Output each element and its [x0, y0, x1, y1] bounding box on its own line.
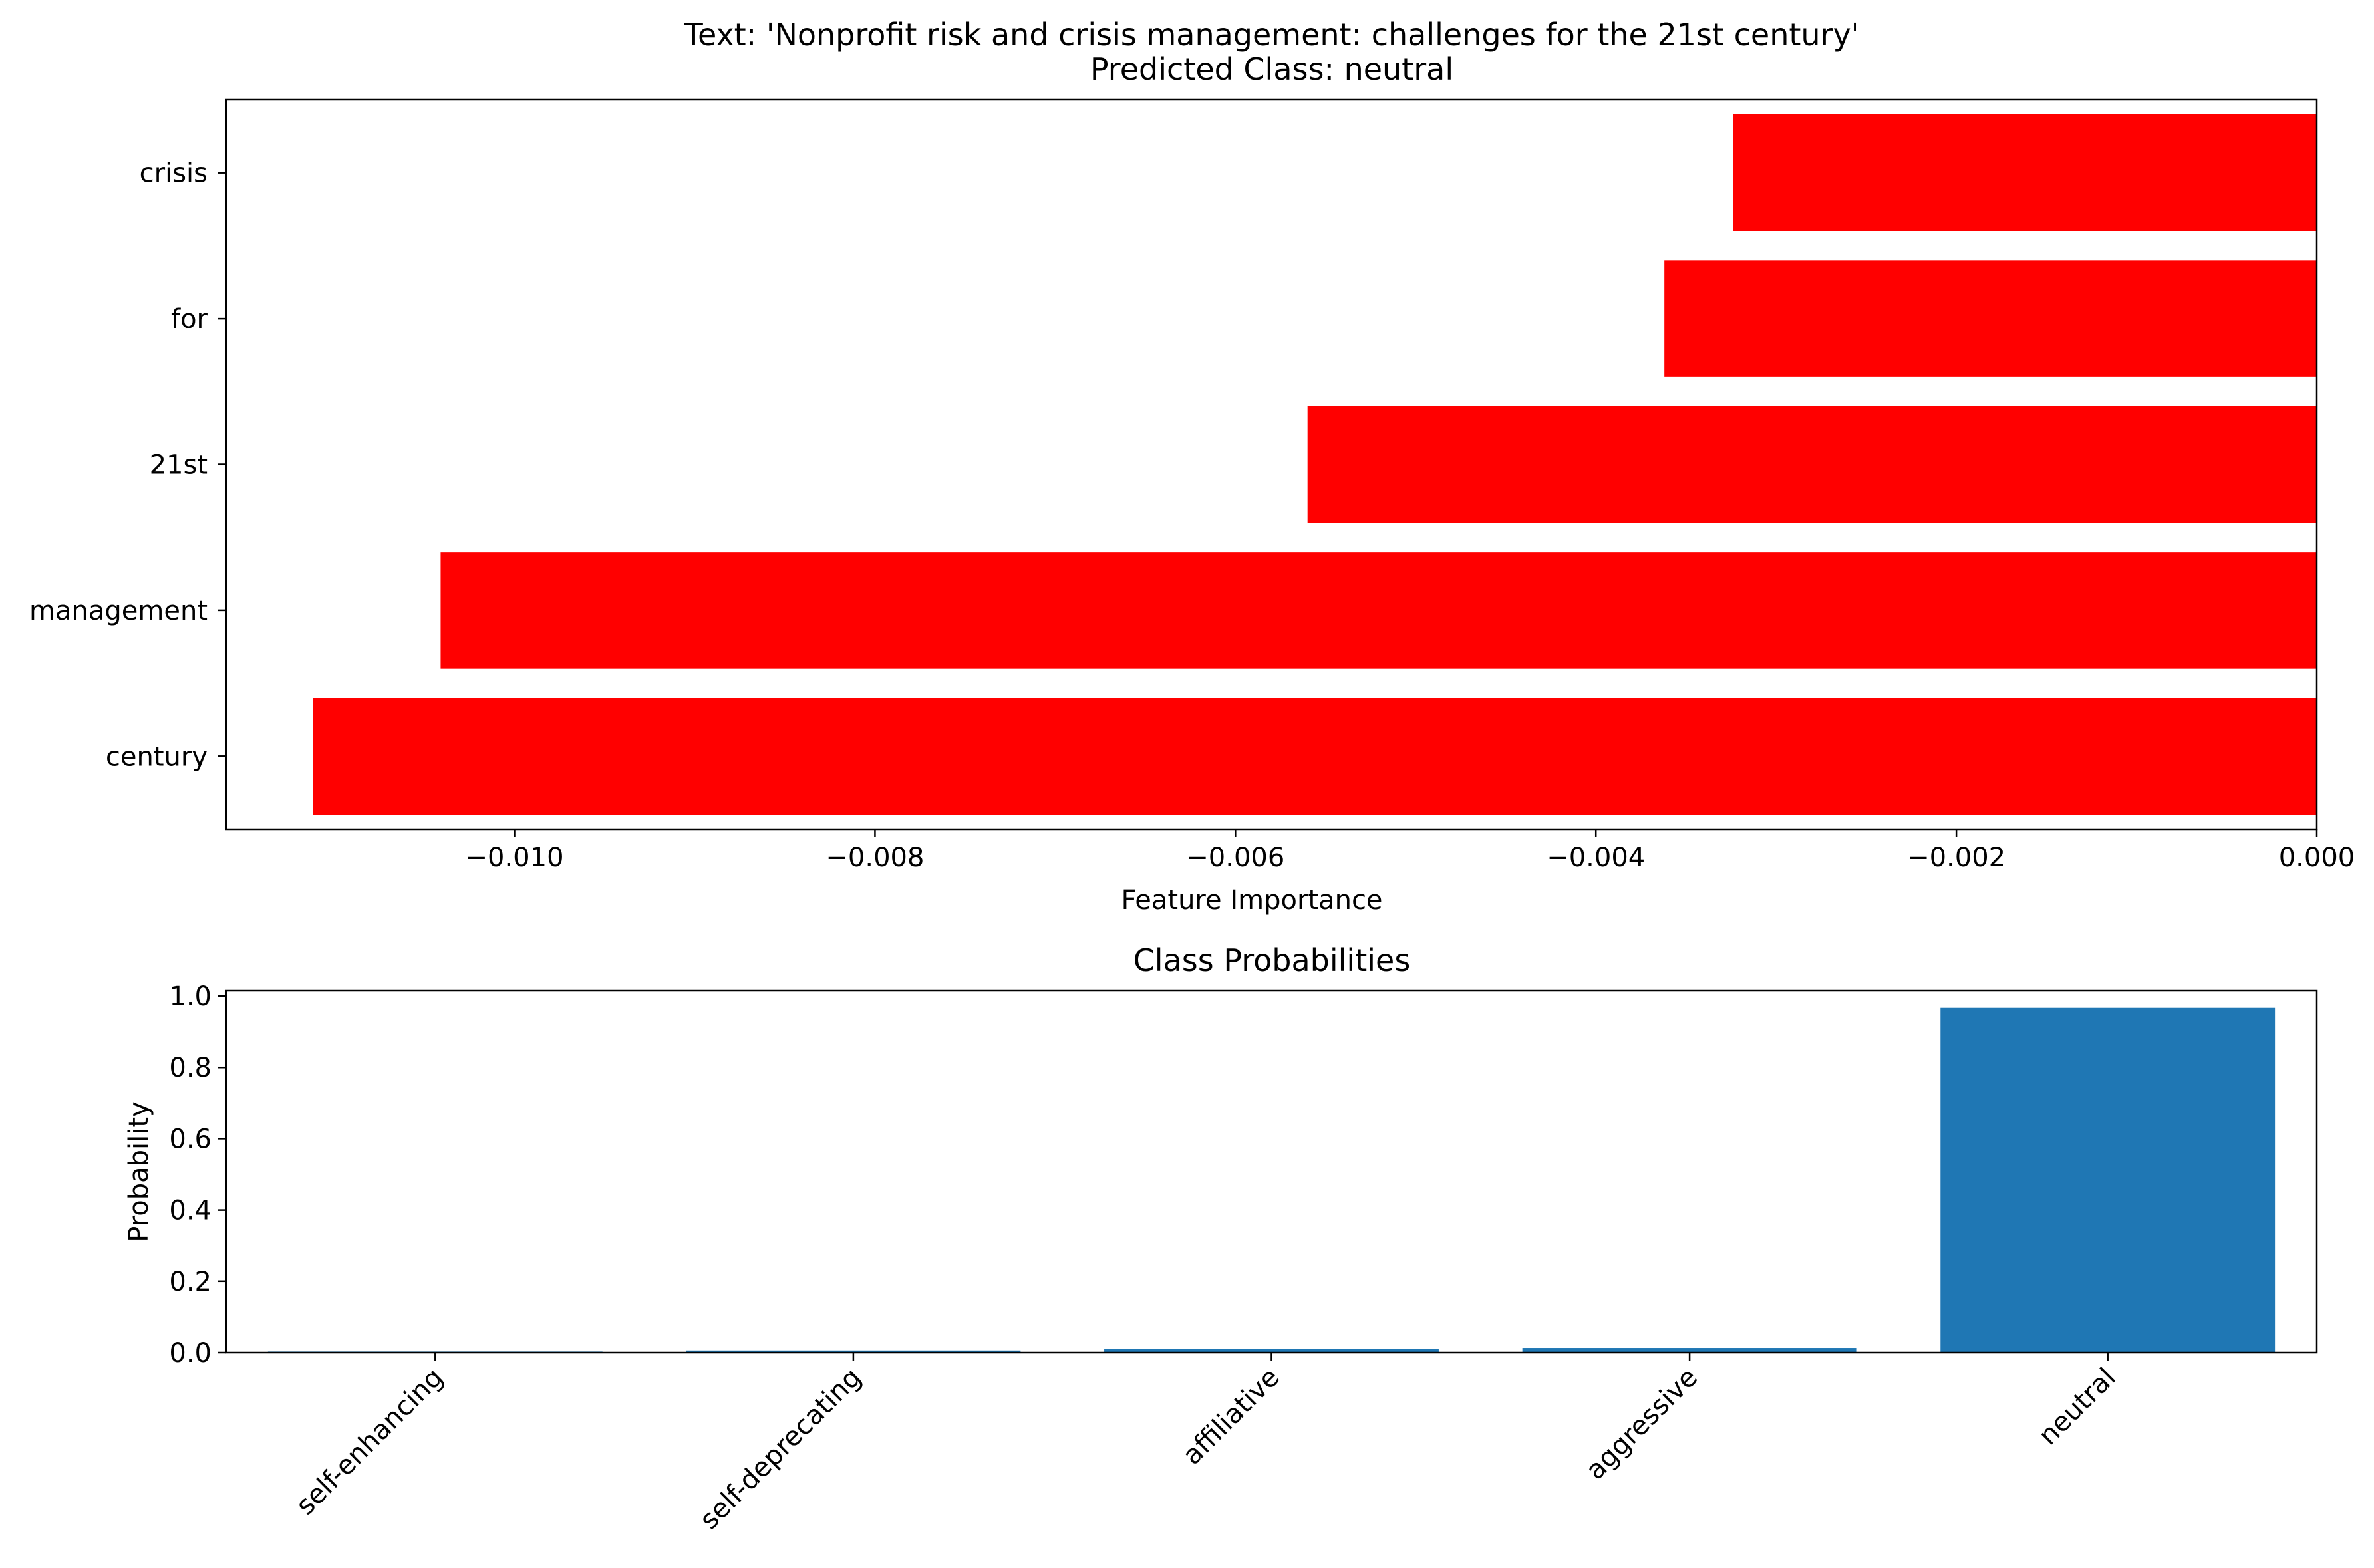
feature-x-axis-label: Feature Importance [1121, 885, 1382, 916]
y-tick-label: 0.0 [169, 1338, 212, 1369]
feature-importance-chart: Text: 'Nonprofit risk and crisis managem… [29, 17, 2355, 916]
y-tick-label: century [106, 741, 208, 772]
feature-bars [313, 114, 2317, 815]
y-tick-label: 0.6 [169, 1124, 212, 1154]
x-tick-label: −0.006 [1186, 843, 1284, 873]
chart-title: Text: 'Nonprofit risk and crisis managem… [684, 17, 1860, 53]
x-tick-label: −0.004 [1547, 843, 1645, 873]
bar-aggressive [1522, 1348, 1857, 1353]
x-tick-label: −0.008 [825, 843, 924, 873]
probabilities-title: Class Probabilities [1133, 942, 1411, 978]
probability-y-axis-label: Probability [124, 1101, 154, 1241]
y-tick-label: 0.2 [169, 1267, 212, 1297]
feature-x-ticks: −0.010 −0.008 −0.006 −0.004 −0.002 0.000 [466, 829, 2355, 873]
bar-affiliative [1104, 1349, 1439, 1353]
bar-for [1664, 260, 2317, 377]
bar-century [313, 698, 2317, 815]
probability-plot-frame [225, 989, 2318, 1354]
feature-y-ticks: century management 21st for crisis [29, 158, 226, 772]
bar-self-deprecating [686, 1350, 1021, 1353]
y-tick-label: 21st [150, 450, 208, 481]
y-tick-label: 1.0 [169, 981, 212, 1012]
bar-neutral [1940, 1007, 2276, 1353]
y-tick-label: 0.8 [169, 1053, 212, 1083]
bar-21st [1307, 406, 2317, 523]
y-tick-label: for [171, 304, 208, 334]
y-tick-label: 0.4 [169, 1196, 212, 1226]
probability-bars [267, 1007, 2276, 1353]
feature-plot-frame [225, 98, 2318, 831]
chart-subtitle: Predicted Class: neutral [1090, 51, 1453, 87]
y-tick-label: crisis [140, 158, 208, 189]
x-tick-label: −0.002 [1907, 843, 2005, 873]
bar-management [440, 552, 2317, 669]
bar-crisis [1733, 114, 2317, 231]
x-tick-label: −0.010 [466, 843, 564, 873]
y-tick-label: management [29, 596, 208, 626]
x-tick-label: 0.000 [2279, 843, 2355, 873]
probability-y-ticks: 0.0 0.2 0.4 0.6 0.8 1.0 [169, 981, 226, 1369]
